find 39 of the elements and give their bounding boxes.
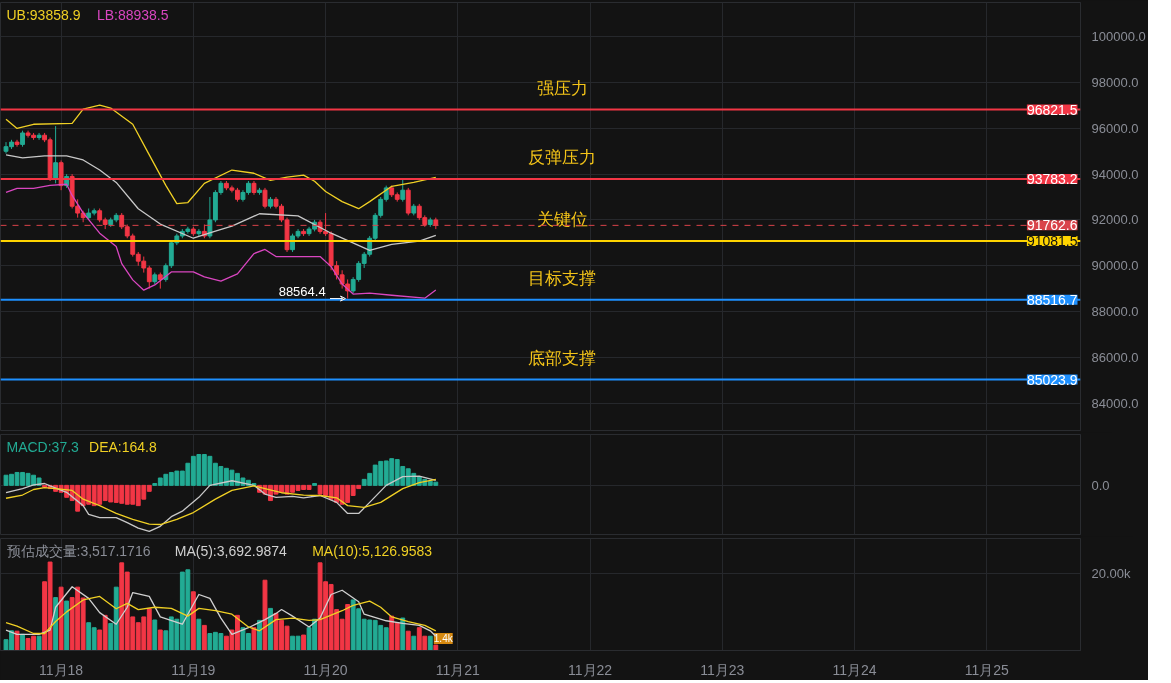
ref-line-label: 关键位 bbox=[536, 209, 588, 229]
y-tick-label: 20.00k bbox=[1091, 565, 1132, 581]
x-tick-label: 11月23 bbox=[700, 661, 745, 678]
y-tick-label: 84000.0 bbox=[1091, 395, 1139, 411]
ref-line-label: 底部支撑 bbox=[528, 348, 597, 368]
annotation: 93783.2 bbox=[1026, 171, 1078, 188]
y-tick-label: 90000.0 bbox=[1091, 258, 1139, 274]
annotation: 预估成交量:3,517.1716 bbox=[6, 542, 151, 559]
y-tick-label: 92000.0 bbox=[1091, 212, 1139, 228]
annotation: 91762.6 bbox=[1026, 217, 1078, 234]
y-tick-label: 96000.0 bbox=[1091, 120, 1139, 136]
y-tick-label: 98000.0 bbox=[1091, 75, 1139, 91]
series-label: MACD:37.3 bbox=[6, 438, 80, 455]
ref-line-label: 目标支撑 bbox=[528, 268, 597, 288]
x-tick-label: 11月22 bbox=[568, 661, 613, 678]
y-tick-label: 100000.0 bbox=[1091, 29, 1146, 45]
x-tick-label: 11月21 bbox=[435, 661, 481, 678]
ref-line-label: 强压力 bbox=[536, 78, 588, 98]
y-tick-label: 86000.0 bbox=[1091, 349, 1139, 365]
annotation: 88516.7 bbox=[1026, 291, 1078, 308]
y-tick-label: 94000.0 bbox=[1091, 166, 1139, 182]
x-tick-label: 11月24 bbox=[832, 661, 877, 678]
x-tick-label: 11月20 bbox=[303, 661, 348, 678]
ref-line-label: 反弹压力 bbox=[528, 148, 597, 168]
x-tick-label: 11月25 bbox=[964, 661, 1010, 678]
text: 0.0 bbox=[1091, 477, 1110, 493]
text: MA(5):3,692.9874 bbox=[174, 542, 288, 559]
text: MA(10):5,126.9583 bbox=[312, 542, 433, 559]
annotation: 88564.4 bbox=[278, 283, 326, 299]
x-tick-label: 11月19 bbox=[171, 661, 216, 678]
data-label: 1.4k bbox=[433, 633, 454, 645]
text: UB:93858.9 bbox=[6, 6, 81, 23]
y-tick-label: 88000.0 bbox=[1091, 303, 1139, 319]
annotation: 91081.5 bbox=[1026, 232, 1078, 249]
text: DEA:164.8 bbox=[89, 438, 157, 455]
annotation: 85023.9 bbox=[1026, 371, 1078, 388]
annotation: 96821.5 bbox=[1026, 101, 1078, 118]
text: LB:88938.5 bbox=[96, 6, 169, 23]
x-tick-label: 11月18 bbox=[39, 661, 84, 678]
